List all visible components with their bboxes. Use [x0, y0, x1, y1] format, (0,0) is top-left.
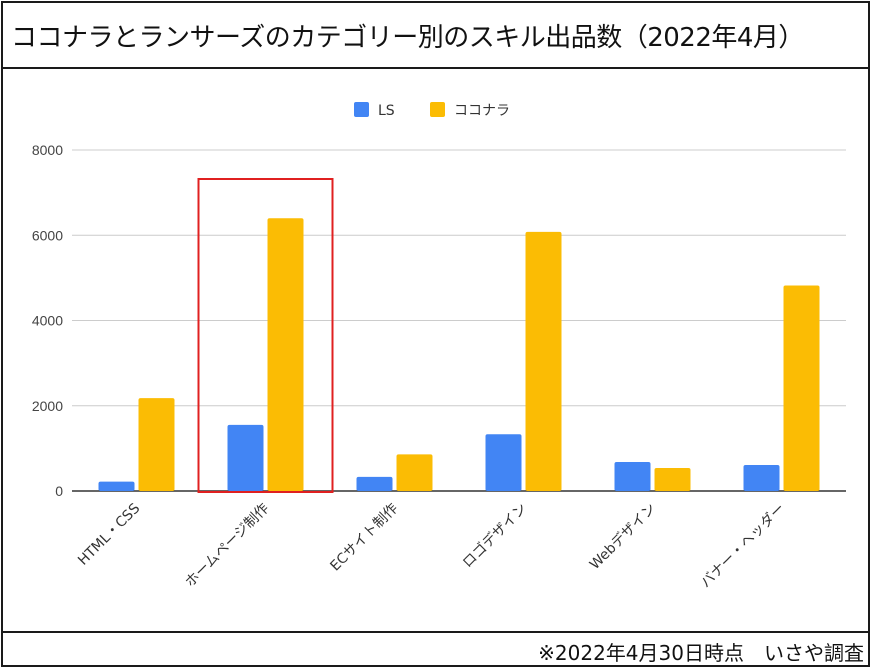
chart-title: ココナラとランサーズのカテゴリー別のスキル出品数（2022年4月） — [11, 22, 804, 53]
y-tick-label: 8000 — [32, 142, 63, 158]
legend-swatch — [430, 102, 445, 117]
legend-swatch — [354, 102, 369, 117]
y-tick-label: 0 — [55, 483, 63, 499]
bar-coconala — [525, 231, 562, 491]
bar-ls — [485, 434, 522, 491]
bar-ls — [227, 424, 264, 491]
bar-coconala — [783, 285, 820, 491]
title-bar: ココナラとランサーズのカテゴリー別のスキル出品数（2022年4月） — [3, 3, 870, 69]
y-tick-label: 6000 — [32, 227, 63, 243]
bar-ls — [743, 464, 780, 491]
bar-coconala — [267, 218, 304, 491]
y-tick-label: 4000 — [32, 313, 63, 329]
y-tick-label: 2000 — [32, 398, 63, 414]
bar-ls — [356, 476, 393, 491]
bar-ls — [614, 462, 651, 491]
legend-label: LS — [378, 103, 395, 119]
highlight-box — [197, 178, 334, 493]
bar-ls — [98, 481, 135, 491]
legend-label: ココナラ — [454, 103, 510, 119]
bar-coconala — [396, 454, 433, 491]
bar-coconala — [654, 467, 691, 491]
bar-coconala — [138, 398, 175, 491]
footer-bar: ※2022年4月30日時点 いさや調査 — [3, 631, 870, 667]
footer-note: ※2022年4月30日時点 いさや調査 — [538, 641, 864, 665]
